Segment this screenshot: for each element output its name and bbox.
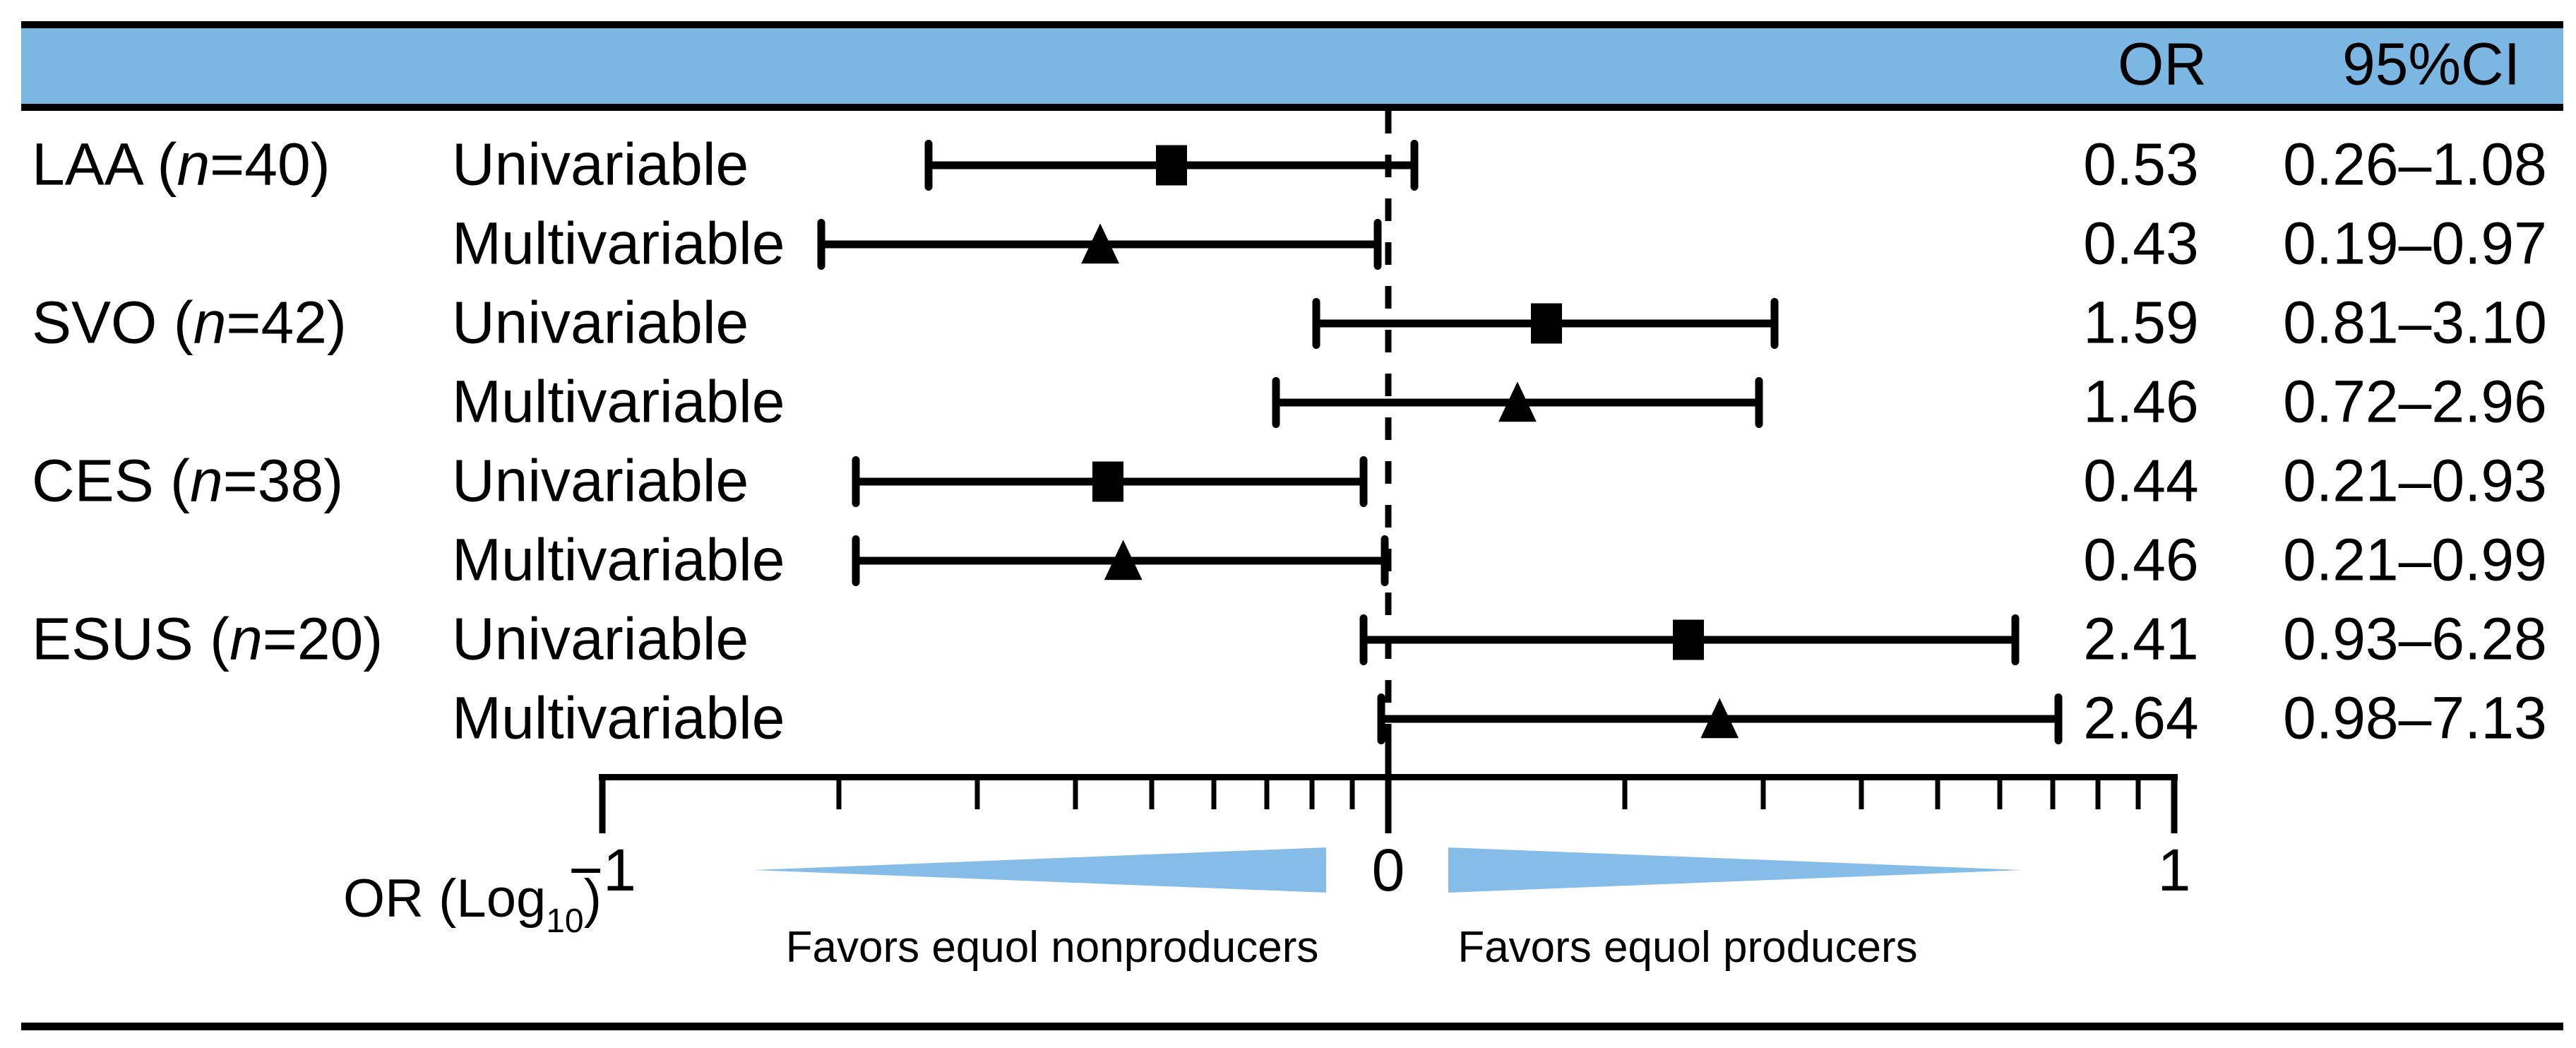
x-axis-tick-label: 1 [2157,837,2191,903]
row-group-label: CES (n=38) [32,451,343,510]
favors-producers-label: Favors equol producers [1457,923,1918,972]
favors-right-arrow-icon [1448,847,2022,893]
x-axis-major-tick [2171,777,2178,833]
top-rule [21,21,2563,28]
favors-nonproducers-label: Favors equol nonproducers [785,923,1319,972]
table-header-bar: OR 95%CI [21,28,2563,104]
ci-cap-high [1381,535,1389,586]
row-model-label: Univariable [452,605,749,672]
x-axis-minor-tick [1997,777,2003,809]
x-axis-minor-tick [2135,777,2141,809]
row-group-label: ESUS (n=20) [32,609,383,668]
x-axis-minor-tick [974,777,980,809]
ci-cap-low [852,535,860,586]
x-axis-minor-tick [1073,777,1078,809]
ci-cap-high [1755,377,1763,428]
or-marker-square [1092,461,1124,502]
x-axis-minor-tick [1859,777,1864,809]
row-model-label: Multivariable [452,368,785,435]
ci-cap-low [817,219,825,270]
or-marker-square [1673,619,1705,660]
x-axis-label-subscript: 10 [546,903,584,940]
group-label-n-italic: n [177,131,210,198]
or-value: 0.43 [2083,210,2199,277]
ci-cap-low [1359,614,1368,665]
group-label-pre: LAA ( [32,131,177,198]
ci-cap-low [852,456,860,507]
group-label-post: =38) [222,447,344,514]
ci-cap-high [2054,693,2063,744]
x-axis-minor-tick [1149,777,1155,809]
x-axis-minor-tick [1760,777,1766,809]
zero-reference-dashed-line [1385,111,1392,731]
ci-value: 0.21–0.93 [2283,447,2547,514]
ci-cap-high [1359,456,1368,507]
x-axis-minor-tick [1935,777,1940,809]
ci-cap-high [1373,219,1382,270]
row-group-label: LAA (n=40) [32,134,330,193]
ci-cap-high [1410,140,1419,191]
ci-value: 0.81–3.10 [2283,289,2547,356]
or-value: 0.53 [2083,131,2199,198]
group-label-post: =40) [210,131,330,198]
or-value: 0.46 [2083,526,2199,593]
ci-cap-low [924,140,933,191]
x-axis-tick-label: −1 [568,837,636,903]
column-header-or: OR [2118,30,2207,97]
favors-left-arrow-icon [753,847,1326,893]
group-label-n-italic: n [229,605,263,672]
bottom-rule [21,1023,2563,1030]
ci-value: 0.21–0.99 [2283,526,2547,593]
ci-cap-high [2011,614,2020,665]
row-model-label: Multivariable [452,210,785,277]
ci-value: 0.98–7.13 [2283,684,2547,751]
x-axis-minor-tick [1211,777,1217,809]
x-axis-minor-tick [1309,777,1315,809]
x-axis-minor-tick [1264,777,1270,809]
group-label-n-italic: n [193,289,227,356]
column-header-ci: 95%CI [2342,30,2521,97]
x-axis-minor-tick [1349,777,1355,809]
ci-value: 0.19–0.97 [2283,210,2547,277]
ci-value: 0.72–2.96 [2283,368,2547,435]
row-model-label: Univariable [452,289,749,356]
group-label-post: =42) [226,289,347,356]
ci-cap-low [1272,377,1280,428]
or-value: 1.46 [2083,368,2199,435]
x-axis-minor-tick [1622,777,1628,809]
group-label-pre: ESUS ( [32,605,230,672]
row-model-label: Multivariable [452,526,785,593]
or-value: 1.59 [2083,289,2199,356]
row-model-label: Multivariable [452,684,785,751]
x-axis-major-tick [1385,727,1392,833]
ci-cap-low [1377,693,1385,744]
x-axis-label-close: ) [583,869,602,929]
header-bottom-rule [21,104,2563,111]
or-value: 2.41 [2083,605,2199,672]
x-axis-minor-tick [2095,777,2101,809]
or-value: 0.44 [2083,447,2199,514]
group-label-pre: CES ( [32,447,191,514]
x-axis-minor-tick [836,777,842,809]
x-axis-major-tick [599,777,606,833]
ci-cap-high [1770,298,1779,349]
x-axis-label: OR (Log10) [343,872,602,939]
or-marker-square [1531,303,1563,344]
x-axis-label-main: OR (Log [343,869,547,929]
x-axis-tick-label: 0 [1371,837,1405,903]
ci-value: 0.93–6.28 [2283,605,2547,672]
group-label-pre: SVO ( [32,289,193,356]
row-group-label: SVO (n=42) [32,292,347,352]
group-label-n-italic: n [190,447,223,514]
group-label-post: =20) [262,605,383,672]
or-marker-square [1156,145,1188,186]
row-model-label: Univariable [452,447,749,514]
or-value: 2.64 [2083,684,2199,751]
ci-value: 0.26–1.08 [2283,131,2547,198]
row-model-label: Univariable [452,131,749,198]
ci-cap-low [1312,298,1320,349]
x-axis-minor-tick [2050,777,2056,809]
